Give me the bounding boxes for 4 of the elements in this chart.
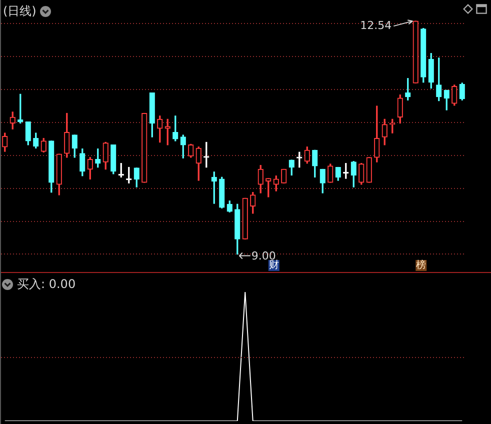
annotation: 12.54: [360, 18, 392, 32]
annotation: 榜: [416, 259, 426, 272]
chart-title: (日线): [3, 4, 36, 19]
chart-title: 买入: 0.00: [17, 277, 76, 292]
